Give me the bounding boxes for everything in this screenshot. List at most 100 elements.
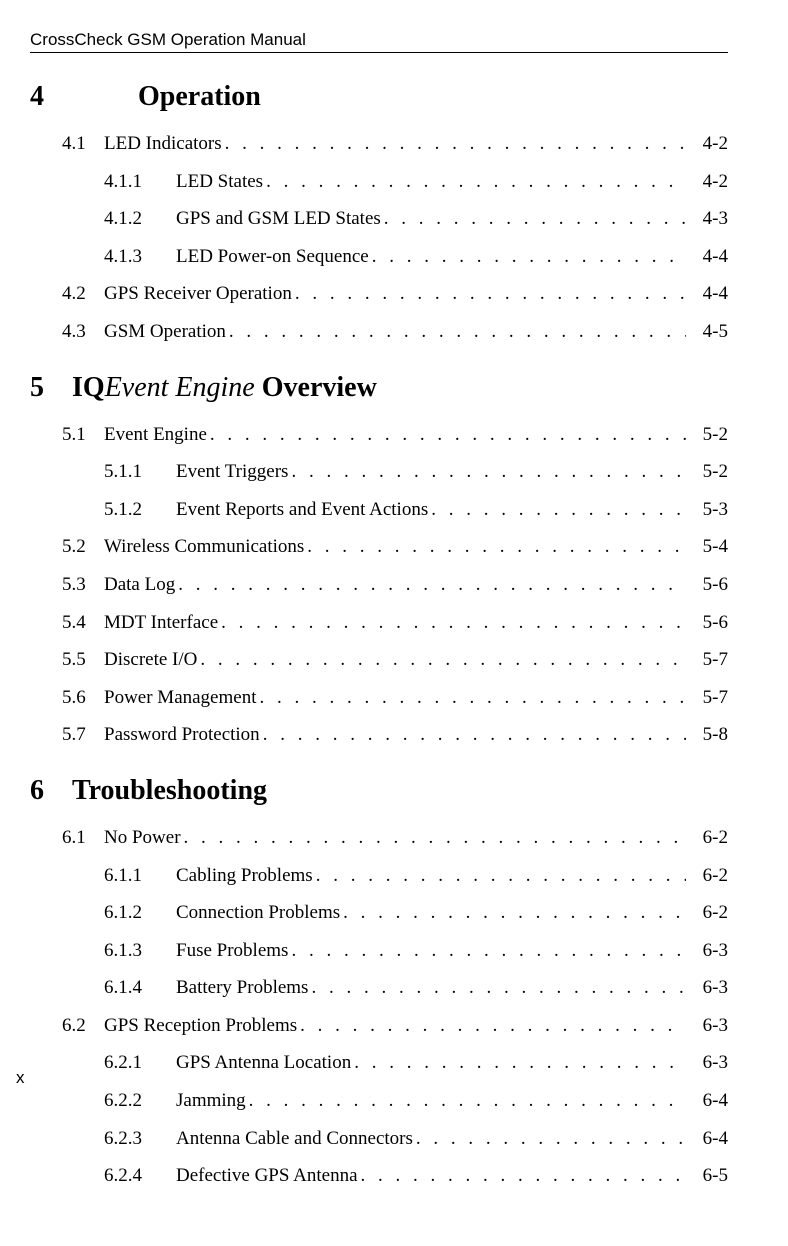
toc-entry-page: 4-4 — [686, 281, 728, 308]
toc-entry-page: 6-3 — [686, 975, 728, 1002]
toc-entry-page: 6-2 — [686, 900, 728, 927]
toc-entry-page: 6-3 — [686, 938, 728, 965]
toc-entry-title: Password Protection — [104, 722, 260, 749]
toc-entry-number: 5.1.1 — [104, 459, 176, 486]
toc-leader-dots: . . . . . . . . . . . . . . . . . . . . … — [413, 1126, 686, 1153]
toc-entry-title: No Power — [104, 825, 181, 852]
toc-entry-number: 4.2 — [62, 281, 104, 308]
toc-leader-dots: . . . . . . . . . . . . . . . . . . . . … — [222, 131, 686, 158]
toc-entry-number: 6.1 — [62, 825, 104, 852]
toc-leader-dots: . . . . . . . . . . . . . . . . . . . . … — [288, 938, 686, 965]
toc-entry-page: 5-6 — [686, 572, 728, 599]
toc-leader-dots: . . . . . . . . . . . . . . . . . . . . … — [263, 169, 686, 196]
toc-entry: 4.1.1LED States . . . . . . . . . . . . … — [30, 169, 728, 196]
toc-entry-title: GSM Operation — [104, 319, 226, 346]
toc-entry: 6.2.1GPS Antenna Location . . . . . . . … — [30, 1050, 728, 1077]
toc-leader-dots: . . . . . . . . . . . . . . . . . . . . … — [260, 722, 686, 749]
toc-entry-title: LED Power-on Sequence — [176, 244, 369, 271]
toc-entry-title: GPS Antenna Location — [176, 1050, 351, 1077]
toc-entry-title: Discrete I/O — [104, 647, 197, 674]
toc-entry-page: 5-7 — [686, 685, 728, 712]
toc-entry-title: LED States — [176, 169, 263, 196]
toc-entry-title: Event Reports and Event Actions — [176, 497, 428, 524]
toc-entry: 6.2GPS Reception Problems . . . . . . . … — [30, 1013, 728, 1040]
toc-entry: 5.5Discrete I/O . . . . . . . . . . . . … — [30, 647, 728, 674]
toc-entry-number: 6.2.3 — [104, 1126, 176, 1153]
chapter-heading: 5IQEvent Engine Overview — [30, 372, 728, 404]
toc-entry: 5.3Data Log . . . . . . . . . . . . . . … — [30, 572, 728, 599]
chapter-title: IQEvent Engine Overview — [72, 372, 377, 403]
toc-leader-dots: . . . . . . . . . . . . . . . . . . . . … — [308, 975, 686, 1002]
toc-entry-title: Defective GPS Antenna — [176, 1163, 358, 1190]
toc-entry-page: 6-3 — [686, 1013, 728, 1040]
toc-content: 4Operation4.1LED Indicators . . . . . . … — [30, 81, 728, 1190]
toc-leader-dots: . . . . . . . . . . . . . . . . . . . . … — [428, 497, 686, 524]
toc-entry-number: 6.2.1 — [104, 1050, 176, 1077]
toc-entry-number: 6.1.4 — [104, 975, 176, 1002]
toc-entry-title: GPS and GSM LED States — [176, 206, 381, 233]
chapter-heading: 4Operation — [30, 81, 728, 113]
toc-leader-dots: . . . . . . . . . . . . . . . . . . . . … — [181, 825, 686, 852]
toc-leader-dots: . . . . . . . . . . . . . . . . . . . . … — [218, 610, 686, 637]
toc-entry-page: 5-6 — [686, 610, 728, 637]
chapter-heading: 6 Troubleshooting — [30, 775, 728, 807]
toc-entry: 6.1.1Cabling Problems . . . . . . . . . … — [30, 863, 728, 890]
toc-entry: 6.1No Power . . . . . . . . . . . . . . … — [30, 825, 728, 852]
toc-entry-page: 6-4 — [686, 1126, 728, 1153]
chapter-title-prefix: IQ — [72, 372, 105, 403]
chapter-title-suffix: Overview — [255, 372, 377, 403]
toc-entry: 5.2Wireless Communications . . . . . . .… — [30, 534, 728, 561]
toc-entry-title: MDT Interface — [104, 610, 218, 637]
toc-entry: 5.1Event Engine . . . . . . . . . . . . … — [30, 422, 728, 449]
toc-entry-page: 4-2 — [686, 131, 728, 158]
toc-entry-number: 5.1 — [62, 422, 104, 449]
toc-entry-page: 5-7 — [686, 647, 728, 674]
toc-entry-number: 4.1 — [62, 131, 104, 158]
toc-entry: 6.1.3Fuse Problems . . . . . . . . . . .… — [30, 938, 728, 965]
toc-entry: 5.1.2Event Reports and Event Actions . .… — [30, 497, 728, 524]
toc-entry-title: Wireless Communications — [104, 534, 304, 561]
chapter-title: Troubleshooting — [72, 775, 267, 806]
toc-entry-number: 4.1.1 — [104, 169, 176, 196]
toc-entry-page: 6-2 — [686, 825, 728, 852]
toc-entry-page: 5-8 — [686, 722, 728, 749]
toc-entry-page: 5-4 — [686, 534, 728, 561]
chapter-section: 5IQEvent Engine Overview 5.1Event Engine … — [30, 372, 728, 749]
chapter-number: 6 — [30, 775, 62, 807]
chapter-number: 4 — [30, 81, 62, 113]
toc-entry: 6.2.2Jamming . . . . . . . . . . . . . .… — [30, 1088, 728, 1115]
toc-entry: 6.1.2Connection Problems . . . . . . . .… — [30, 900, 728, 927]
toc-entry-page: 4-2 — [686, 169, 728, 196]
page-number: x — [16, 1068, 25, 1088]
chapter-section: 6 Troubleshooting 6.1No Power . . . . . . … — [30, 775, 728, 1190]
toc-leader-dots: . . . . . . . . . . . . . . . . . . . . … — [369, 244, 686, 271]
chapter-section: 4Operation4.1LED Indicators . . . . . . … — [30, 81, 728, 346]
toc-entry-title: Jamming — [176, 1088, 246, 1115]
toc-entry-number: 6.2.4 — [104, 1163, 176, 1190]
toc-leader-dots: . . . . . . . . . . . . . . . . . . . . … — [304, 534, 686, 561]
toc-entry-number: 4.1.3 — [104, 244, 176, 271]
toc-entry-title: Power Management — [104, 685, 256, 712]
toc-entry-title: Connection Problems — [176, 900, 340, 927]
toc-leader-dots: . . . . . . . . . . . . . . . . . . . . … — [226, 319, 686, 346]
toc-leader-dots: . . . . . . . . . . . . . . . . . . . . … — [351, 1050, 686, 1077]
toc-leader-dots: . . . . . . . . . . . . . . . . . . . . … — [297, 1013, 686, 1040]
toc-entry-title: GPS Reception Problems — [104, 1013, 297, 1040]
toc-entry: 4.1.3LED Power-on Sequence . . . . . . .… — [30, 244, 728, 271]
toc-entry-number: 5.7 — [62, 722, 104, 749]
toc-entry-title: Event Engine — [104, 422, 207, 449]
toc-entry-title: GPS Receiver Operation — [104, 281, 292, 308]
toc-entry: 6.2.4Defective GPS Antenna . . . . . . .… — [30, 1163, 728, 1190]
toc-entry: 5.7Password Protection . . . . . . . . .… — [30, 722, 728, 749]
toc-leader-dots: . . . . . . . . . . . . . . . . . . . . … — [256, 685, 686, 712]
toc-entry-page: 5-3 — [686, 497, 728, 524]
chapter-title-italic: Event Engine — [105, 372, 255, 403]
toc-leader-dots: . . . . . . . . . . . . . . . . . . . . … — [246, 1088, 686, 1115]
toc-leader-dots: . . . . . . . . . . . . . . . . . . . . … — [175, 572, 686, 599]
toc-entry-page: 5-2 — [686, 459, 728, 486]
toc-entry-number: 5.5 — [62, 647, 104, 674]
toc-entry-number: 5.4 — [62, 610, 104, 637]
toc-entry-title: Cabling Problems — [176, 863, 313, 890]
toc-entry-title: Data Log — [104, 572, 175, 599]
toc-entry: 5.6Power Management . . . . . . . . . . … — [30, 685, 728, 712]
